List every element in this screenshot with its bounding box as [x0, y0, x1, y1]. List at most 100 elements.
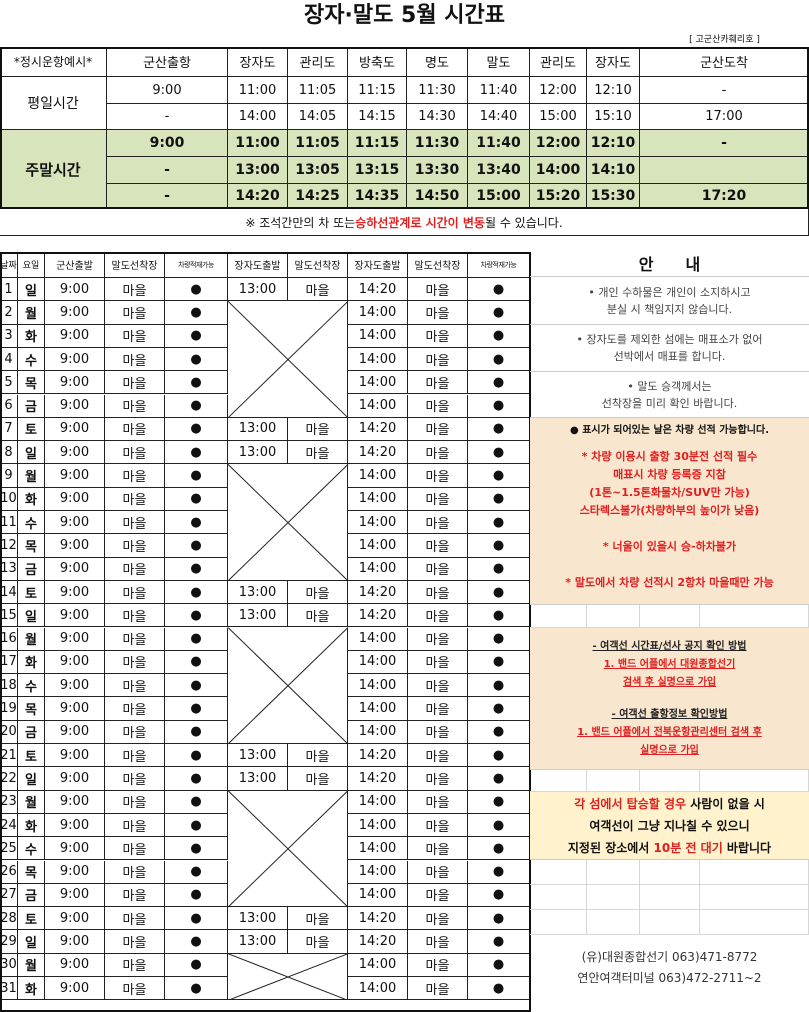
table-cell: 14:20: [228, 184, 288, 209]
table-cell: 마을: [408, 324, 468, 348]
weekday-cell: 목: [18, 371, 45, 395]
table-cell: -: [640, 77, 809, 104]
vehicle-dot: ●: [165, 511, 228, 535]
vehicle-dot: ●: [468, 301, 530, 325]
sheet-grid: [530, 885, 587, 910]
contact-line: (유)대원종합선기 063)471-8772: [581, 949, 758, 964]
sheet-grid: [640, 910, 700, 935]
table-cell: 마을: [105, 604, 165, 628]
vehicle-dot: ●: [468, 860, 530, 884]
table-cell: 15:00: [468, 184, 530, 209]
table-cell: 14:00: [348, 697, 408, 721]
table-cell: 9:00: [45, 278, 105, 302]
table-cell: 12:10: [587, 77, 640, 104]
date-cell: 9: [0, 464, 18, 488]
table-cell: 14:00: [348, 953, 408, 977]
table-cell: 마을: [105, 697, 165, 721]
sheet-grid: [530, 605, 587, 628]
vehicle-dot: ●: [468, 837, 530, 861]
table-cell: 14:00: [348, 720, 408, 744]
table-cell: 9:00: [45, 557, 105, 581]
table-cell: 9:00: [45, 534, 105, 558]
vehicle-dot: ●: [468, 720, 530, 744]
table-cell: -: [640, 130, 809, 157]
band-link[interactable]: 검색 후 실명으로 가입: [622, 676, 717, 688]
row-group-label: 주말시간: [0, 130, 107, 209]
weekday-cell: 화: [18, 650, 45, 675]
vehicle-dot: ●: [468, 697, 530, 721]
vehicle-dot: ●: [165, 860, 228, 884]
info-wait: 각 섬에서 탑승할 경우 사람이 없을 시 여객선이 그냥 지나칠 수 있으니 …: [530, 792, 809, 860]
weekday-cell: 목: [18, 534, 45, 558]
table-cell: 9:00: [45, 347, 105, 372]
table-cell: 마을: [105, 347, 165, 372]
date-cell: 8: [0, 441, 18, 465]
sheet-grid: [640, 605, 700, 628]
table-cell: [640, 157, 809, 184]
corner-label: *정시운항예시*: [0, 47, 107, 77]
date-cell: 14: [0, 580, 18, 605]
date-cell: 22: [0, 767, 18, 791]
table-cell: 마을: [408, 977, 468, 1001]
no-service-block: [228, 953, 348, 1001]
date-cell: 17: [0, 650, 18, 675]
table-cell: -: [107, 184, 228, 209]
table-cell: 11:30: [407, 77, 468, 104]
sheet-grid: [587, 605, 640, 628]
table-cell: 12:10: [587, 130, 640, 157]
table-cell: 14:35: [348, 184, 407, 209]
table-cell: 14:00: [348, 813, 408, 838]
table-cell: 14:00: [530, 157, 587, 184]
weekday-cell: 금: [18, 394, 45, 418]
table-cell: 14:00: [348, 394, 408, 418]
schedule-note: ※ 조석간만의 차 또는 승하선관계로 시간이 변동 될 수 있습니다.: [0, 209, 809, 236]
vehicle-dot: ●: [468, 744, 530, 768]
band-link[interactable]: 1. 밴드 어플에서 대원종합선기: [603, 658, 736, 670]
table-cell: 13:00: [228, 157, 288, 184]
note-text: 승하선관계로 시간이 변동: [355, 215, 485, 230]
band-link[interactable]: 1. 밴드 어플에서 전북운항관리센터 검색 후: [577, 726, 762, 738]
vehicle-dot: ●: [165, 441, 228, 465]
weekday-cell: 수: [18, 511, 45, 535]
table-cell: 9:00: [45, 953, 105, 977]
table-cell: 마을: [105, 394, 165, 418]
row-group-label: 평일시간: [0, 77, 107, 130]
table-cell: 14:20: [348, 767, 408, 791]
info-line: * 말도에서 차량 선적시 2항차 마을때만 가능: [565, 576, 774, 589]
info-line: • 말도 승객께서는: [627, 379, 712, 393]
table-cell: 마을: [408, 604, 468, 628]
table-cell: 14:00: [348, 674, 408, 698]
date-cell: 13: [0, 557, 18, 581]
vehicle-dot: ●: [165, 278, 228, 302]
table-cell: 9:00: [45, 790, 105, 814]
info-line: 선박에서 매표를 합니다.: [613, 350, 726, 363]
table-cell: 마을: [105, 767, 165, 791]
vehicle-dot: ●: [468, 953, 530, 977]
table-cell: 12:00: [530, 130, 587, 157]
info-line: * 차량 이용시 출항 30분전 선적 필수: [581, 450, 758, 463]
sheet-grid: [700, 605, 809, 628]
table-cell: 14:00: [348, 511, 408, 535]
info-line: 스타렉스불가(차량하부의 높이가 낮음): [579, 504, 760, 517]
table-cell: -: [107, 157, 228, 184]
info-text: 사람이 없을 시: [686, 796, 765, 811]
table-cell: 9:00: [107, 77, 228, 104]
table-cell: 마을: [408, 907, 468, 931]
vehicle-dot: ●: [165, 417, 228, 442]
vehicle-dot: ●: [165, 464, 228, 488]
table-cell: 마을: [408, 767, 468, 791]
contact-info: (유)대원종합선기 063)471-8772 연안여객터미널 063)472-2…: [530, 935, 809, 1000]
table-cell: 14:00: [348, 837, 408, 861]
weekday-cell: 토: [18, 907, 45, 931]
vehicle-dot: ●: [468, 511, 530, 535]
vehicle-dot: ●: [468, 674, 530, 698]
weekday-cell: 월: [18, 301, 45, 325]
table-cell: 14:20: [348, 930, 408, 954]
info-luggage: • 개인 수하물은 개인이 소지하시고 분실 시 책임지지 않습니다.: [530, 277, 809, 325]
band-link[interactable]: 실명으로 가입: [640, 744, 699, 756]
operator-tag: [ 고군산카훼리호 ]: [689, 35, 760, 45]
table-cell: 마을: [288, 278, 348, 302]
column-header: 관리도: [530, 47, 587, 77]
weekday-cell: 일: [18, 604, 45, 628]
table-cell: 17:20: [640, 184, 809, 209]
